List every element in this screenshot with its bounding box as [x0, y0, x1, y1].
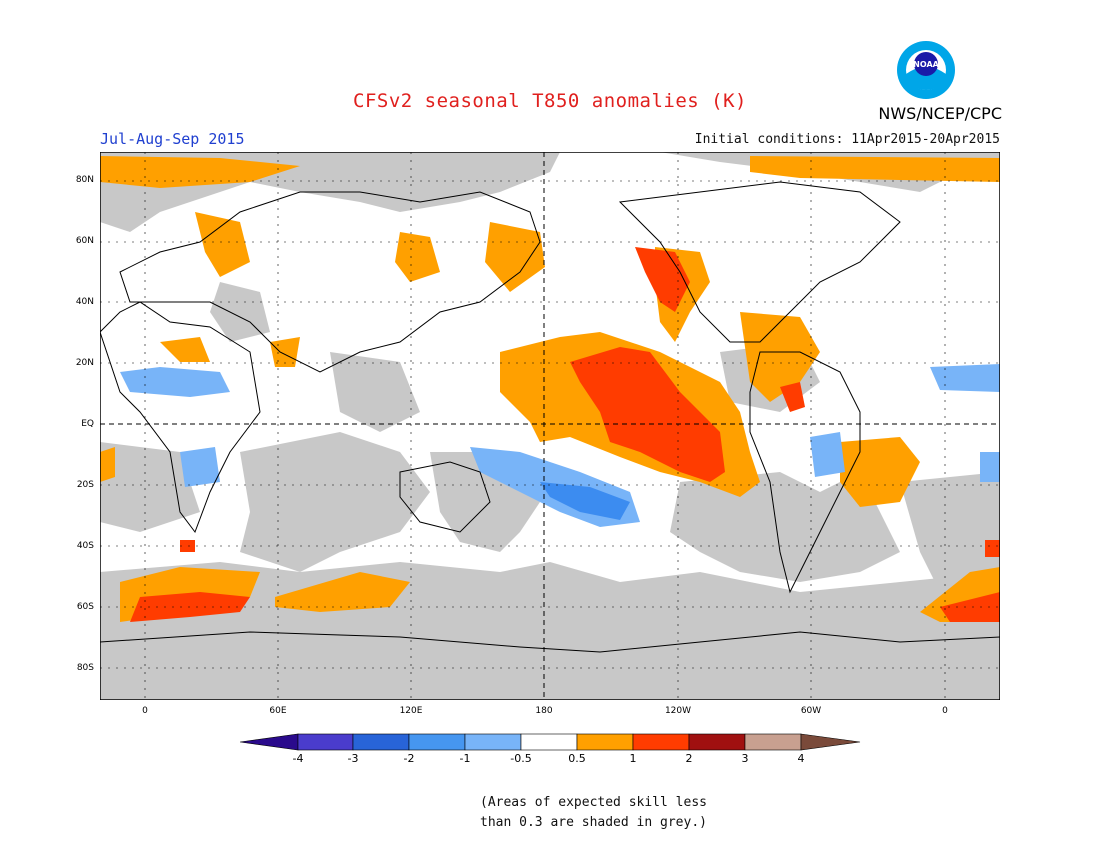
lat-label-eq: EQ	[81, 419, 94, 429]
lon-label-180: 180	[535, 706, 553, 716]
colorbar-label: 3	[741, 752, 749, 765]
lat-label-80s: 80S	[76, 663, 94, 673]
lon-label-120w: 120W	[664, 706, 692, 716]
lon-label-0: 0	[142, 706, 148, 716]
colorbar-segment-3-2	[352, 733, 410, 751]
footnote: (Areas of expected skill less than 0.3 a…	[480, 793, 707, 833]
agency-label: NWS/NCEP/CPC	[878, 104, 1002, 123]
colorbar-label: -4	[292, 752, 304, 765]
colorbar-segment-4-3	[297, 733, 354, 751]
anomaly-map	[100, 152, 1000, 700]
noaa-logo-icon: NOAA	[897, 41, 955, 99]
lon-label-120e: 120E	[399, 706, 423, 716]
lon-label-0-east: 0	[942, 706, 948, 716]
lat-label-60n: 60N	[75, 236, 94, 246]
coastlines	[100, 181, 1000, 653]
colorbar	[240, 733, 861, 751]
svg-text:NOAA: NOAA	[913, 60, 939, 69]
lat-label-40n: 40N	[75, 297, 94, 307]
equator-dateline	[100, 152, 1000, 700]
lon-label-60w: 60W	[800, 706, 822, 716]
lat-lon-grid	[100, 152, 1000, 700]
footnote-line-1: (Areas of expected skill less	[480, 795, 707, 810]
colorbar-label: 1	[629, 752, 637, 765]
colorbar-label: -1	[459, 752, 471, 765]
lat-label-60s: 60S	[76, 602, 94, 612]
colorbar-label: 2	[685, 752, 693, 765]
lat-label-20n: 20N	[75, 358, 94, 368]
colorbar-label: -3	[347, 752, 359, 765]
negative-anomaly-1-2	[540, 482, 630, 520]
colorbar-segment-3-4	[744, 733, 802, 751]
colorbar-label: -0.5	[510, 752, 532, 765]
lat-label-20s: 20S	[76, 480, 94, 490]
colorbar-segment-05-1	[576, 733, 634, 751]
colorbar-label: -2	[403, 752, 415, 765]
colorbar-segment-2-1	[408, 733, 466, 751]
footnote-line-2: than 0.3 are shaded in grey.)	[480, 815, 707, 830]
colorbar-segment-gt-4	[800, 733, 861, 751]
initial-conditions: Initial conditions: 11Apr2015-20Apr2015	[694, 132, 1000, 147]
lon-label-60e: 60E	[269, 706, 287, 716]
lat-label-40s: 40S	[76, 541, 94, 551]
colorbar-segment-lt-4	[240, 733, 299, 751]
colorbar-label: 4	[797, 752, 805, 765]
forecast-period: Jul-Aug-Sep 2015	[100, 130, 245, 148]
colorbar-segment-1-2	[632, 733, 690, 751]
colorbar-segment-1-05	[464, 733, 522, 751]
lat-label-80n: 80N	[75, 175, 94, 185]
colorbar-label: 0.5	[568, 752, 586, 765]
map-title: CFSv2 seasonal T850 anomalies (K)	[353, 90, 747, 112]
colorbar-segment-2-3	[688, 733, 746, 751]
colorbar-segment-neutral	[520, 733, 578, 751]
